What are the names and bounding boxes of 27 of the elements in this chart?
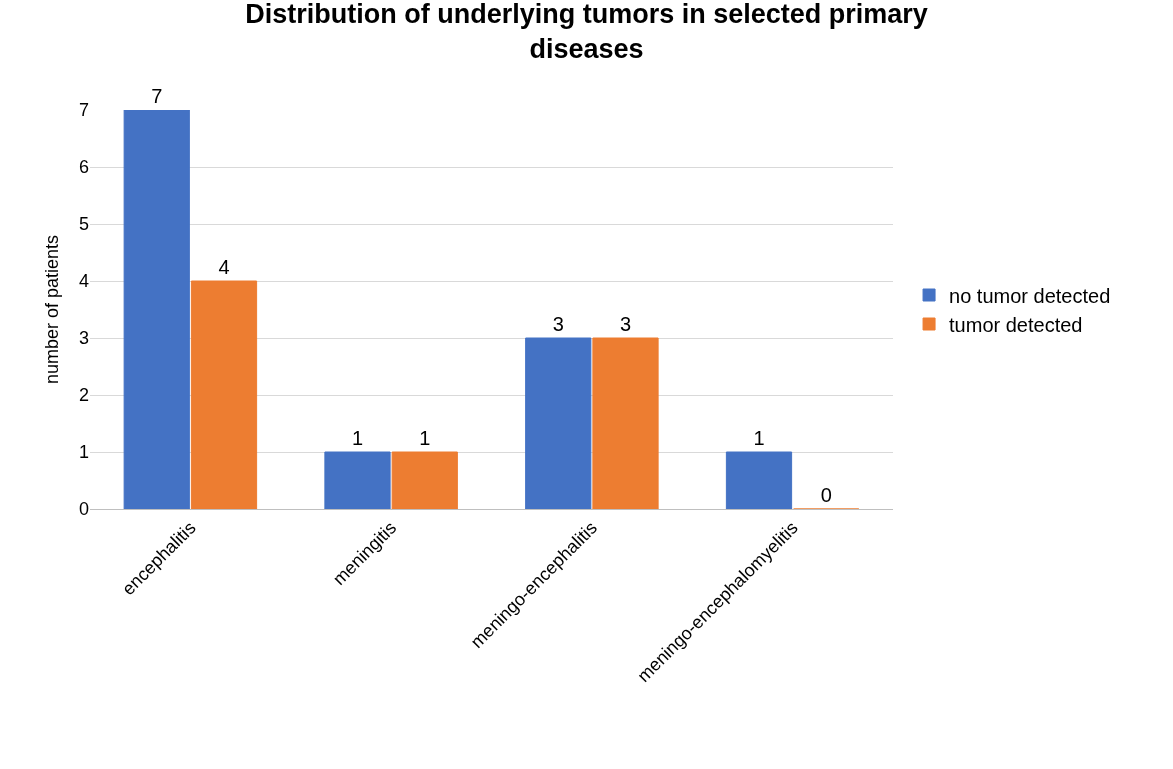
data-label: 3 xyxy=(552,313,564,335)
data-label: 4 xyxy=(218,256,230,278)
y-tick-label: 6 xyxy=(78,157,89,178)
y-tick-label: 2 xyxy=(78,385,89,406)
legend-label: tumor detected xyxy=(949,313,1083,336)
bar xyxy=(592,337,659,509)
bar xyxy=(725,451,793,509)
y-tick-label: 1 xyxy=(78,442,89,463)
data-label: 1 xyxy=(419,427,431,449)
data-label: 1 xyxy=(753,427,765,449)
bar xyxy=(123,110,190,509)
legend-label: no tumor detected xyxy=(949,284,1111,307)
bar xyxy=(525,337,592,509)
data-label: 1 xyxy=(351,427,364,449)
y-tick-label: 0 xyxy=(78,499,89,520)
data-label: 0 xyxy=(820,484,832,506)
bar xyxy=(391,451,458,509)
y-tick-label: 4 xyxy=(78,271,89,292)
y-tick-label: 5 xyxy=(78,214,89,235)
y-tick-label: 7 xyxy=(78,100,89,121)
data-label: 3 xyxy=(619,313,632,335)
chart-title: Distribution of underlying tumors in selected primary diseases xyxy=(245,0,928,65)
y-axis-title: number of patients xyxy=(42,234,63,385)
bar xyxy=(190,280,258,509)
data-label: 7 xyxy=(151,85,163,107)
y-tick-label: 3 xyxy=(78,328,89,349)
bar xyxy=(324,451,391,509)
